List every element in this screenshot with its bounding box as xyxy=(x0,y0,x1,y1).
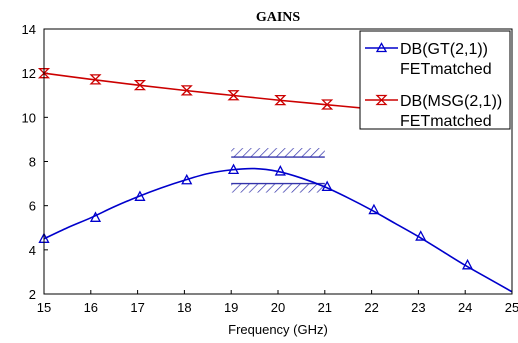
legend-marker-gt xyxy=(375,42,388,53)
goal-hatch xyxy=(231,183,325,193)
plot-frame xyxy=(43,28,513,295)
legend-label-gt: DB(GT(2,1)) xyxy=(400,41,488,58)
data-point-1 xyxy=(274,94,287,106)
y-tick-label: 8 xyxy=(29,155,36,170)
data-point-1 xyxy=(133,79,147,91)
data-point-0 xyxy=(415,230,427,241)
data-point-0 xyxy=(89,211,102,222)
markers-layer xyxy=(37,68,474,270)
x-tick-label: 20 xyxy=(271,300,285,315)
x-tick-label: 24 xyxy=(458,300,472,315)
y-tick-label: 2 xyxy=(29,287,36,302)
goal-markers xyxy=(231,148,325,193)
x-tick-label: 17 xyxy=(130,300,144,315)
x-tick-label: 16 xyxy=(84,300,98,315)
legend-marker-msg xyxy=(375,94,388,106)
series-line-1 xyxy=(44,72,419,114)
x-tick-label: 21 xyxy=(318,300,332,315)
legend-label-msg-line2: FETmatched xyxy=(400,113,492,130)
x-tick-label: 18 xyxy=(177,300,191,315)
chart-title: GAINS xyxy=(256,10,301,25)
x-tick-label: 15 xyxy=(37,300,51,315)
x-tick-label: 22 xyxy=(364,300,378,315)
data-point-0 xyxy=(227,163,240,175)
data-point-0 xyxy=(368,203,380,215)
data-point-1 xyxy=(89,74,102,85)
x-axis-ticks: 15 16 17 18 19 20 21 22 23 24 25 xyxy=(37,290,518,315)
legend-label-gt-line2: FETmatched xyxy=(400,61,492,78)
x-axis-label: Frequency (GHz) xyxy=(228,322,328,337)
data-point-1 xyxy=(321,99,334,110)
x-tick-label: 19 xyxy=(224,300,238,315)
data-point-0 xyxy=(321,180,333,192)
data-point-0 xyxy=(181,173,193,185)
legend: DB(GT(2,1)) FETmatched DB(MSG(2,1)) FETm… xyxy=(359,30,511,130)
x-tick-label: 25 xyxy=(505,300,518,315)
y-tick-label: 12 xyxy=(22,66,36,81)
y-tick-label: 4 xyxy=(29,243,36,258)
legend-label-msg: DB(MSG(2,1)) xyxy=(400,93,502,110)
y-tick-label: 14 xyxy=(22,22,36,37)
data-point-0 xyxy=(461,258,474,270)
data-point-0 xyxy=(134,190,146,201)
data-point-1 xyxy=(37,68,51,79)
y-tick-label: 10 xyxy=(22,110,36,125)
data-point-0 xyxy=(274,165,286,176)
data-point-1 xyxy=(227,90,240,101)
y-tick-label: 6 xyxy=(29,199,36,214)
goal-hatch xyxy=(231,148,325,158)
data-point-1 xyxy=(180,85,193,96)
x-tick-label: 23 xyxy=(411,300,425,315)
